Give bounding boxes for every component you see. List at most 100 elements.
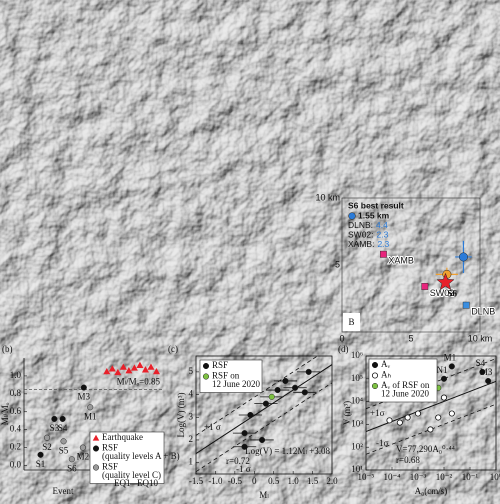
x-tick-label: 10 km [308,333,333,343]
y-axis-label: Log(V) (m³) [176,393,186,438]
figure-label: (a) [2,4,13,14]
x-tick-label: 10⁻² [436,472,453,482]
x-axis-label: Mₗ [259,490,269,500]
info-value: 3.9 [217,230,229,240]
diamond-marker [101,112,113,124]
annotation: V=77,290A₀⁰·⁴⁴ [396,444,455,454]
x-tick-label: 10⁻⁴ [384,472,401,482]
x-axis-label: A₀(cm/s) [415,486,448,496]
info-value: 15.5 [138,67,155,77]
info-value: 2.1 [216,220,228,230]
info-station: YHNB: [348,67,374,77]
legend-label: BATS/CWB stations [40,21,120,31]
square-marker [462,301,470,309]
info-station: SW02: [70,239,96,249]
y-tick-label: 12 km [0,192,20,202]
info-row: SYNB: 3.9 [188,230,229,240]
station-label: ELDB [245,106,269,116]
diamond-marker [412,4,424,16]
x-tick-label: 2 [65,179,70,189]
info-row: LW03: 12.2 15.5 [92,67,155,77]
info-value: 3.1 [297,96,309,106]
diamond-marker [229,87,241,99]
x-tick-label: 10⁻³ [410,472,427,482]
square-marker [85,120,93,128]
info-best: 1.71 km [264,57,296,67]
event-label: N1 [448,52,459,62]
info-row: SW03: 8.4 5.9 [70,230,125,240]
legend-label: CC Vertical [160,4,205,14]
info-title: S4 best result [254,47,310,57]
info-station: XAMB: [348,239,374,249]
info-value: 2.4 [395,86,407,96]
panel-letter: A [28,163,35,173]
info-row: LW01: 8.2 7.7 [92,77,146,87]
circle-marker [260,131,270,141]
info-value: 1.7 [99,249,111,259]
map-panel: 0 5 10 km 5 10 km XAMB SW02 DLNB S6 S6 best resul… [315,192,496,343]
y-tick-label: 5 [335,105,340,115]
legend-label: True Location [40,4,95,14]
circle-marker [59,415,66,422]
x-tick-label: 0 [19,179,24,189]
panel-letter-box [343,159,360,177]
circle-marker [440,375,448,382]
legend-label: Aᵥ [381,359,390,369]
info-value: 3.8 [122,96,134,106]
open-marker [448,410,455,417]
y-tick-label: 2 [189,434,194,444]
fit-lower [196,382,332,473]
info-station: SW03: [254,77,280,87]
legend-label: Earthquake [102,432,143,442]
x-tick-label: 2 [225,179,230,189]
info-value: 2.8 [121,105,133,115]
y-tick-label: 10 km [315,38,340,48]
circle-marker [188,212,196,220]
point-label: S6 [67,463,77,473]
open-marker [396,419,403,426]
info-value: 11.2 [98,220,114,230]
x-tick-label: 2.0 [326,476,338,486]
threshold-label: Mₗ/Mₒ=0.85 [117,376,161,386]
annotation: +1σ [370,408,385,418]
x-tick-label: 10 km [468,179,493,189]
diamond-marker [451,76,462,87]
panel-letter-box [343,313,360,331]
map-frame [341,197,481,333]
info-best: 1.55 km [358,210,390,220]
triangle-marker [130,364,138,371]
station-label: DLNB [471,307,495,317]
triangle-marker [114,368,122,376]
info-row: SW02: 2.9 2.4 [70,239,125,249]
info-title: S1 best result [188,200,244,210]
square-marker [145,22,155,32]
circle-marker [348,59,356,67]
open-marker [371,372,379,379]
legend-label: ASL Vertical [355,4,404,14]
y-tick-label: 10 km [155,192,180,202]
triangle-marker [141,366,149,373]
point-label: S2 [42,442,52,452]
event-label: S4 [275,120,285,130]
open-marker [414,410,422,417]
info-row: SYNB: 4.6 3.1 [254,96,309,106]
info-row: ELDB: 11.2 7.4 [70,220,129,230]
legend-label: 12 June 2020 [381,389,429,399]
point-label: M3 [78,392,91,402]
y-tick-label: 10³ [351,418,363,428]
info-row: SW01: 1.0 [70,258,111,268]
station-label: ELDB [253,272,277,282]
info-row: ELDB: 7.7 7.2 [254,67,308,77]
star-marker [456,50,476,68]
square-marker [380,250,387,258]
annotation: Log(V) = 1.12Mₗ +3.08 [245,446,330,456]
circle-marker [145,5,155,15]
panel-letter: B [348,163,354,173]
info-title: M3 best result [92,47,149,57]
info-value: 3.2 [283,86,295,96]
legend-label: CC Horizontal [255,4,311,14]
info-title: S3 best result [70,200,126,210]
